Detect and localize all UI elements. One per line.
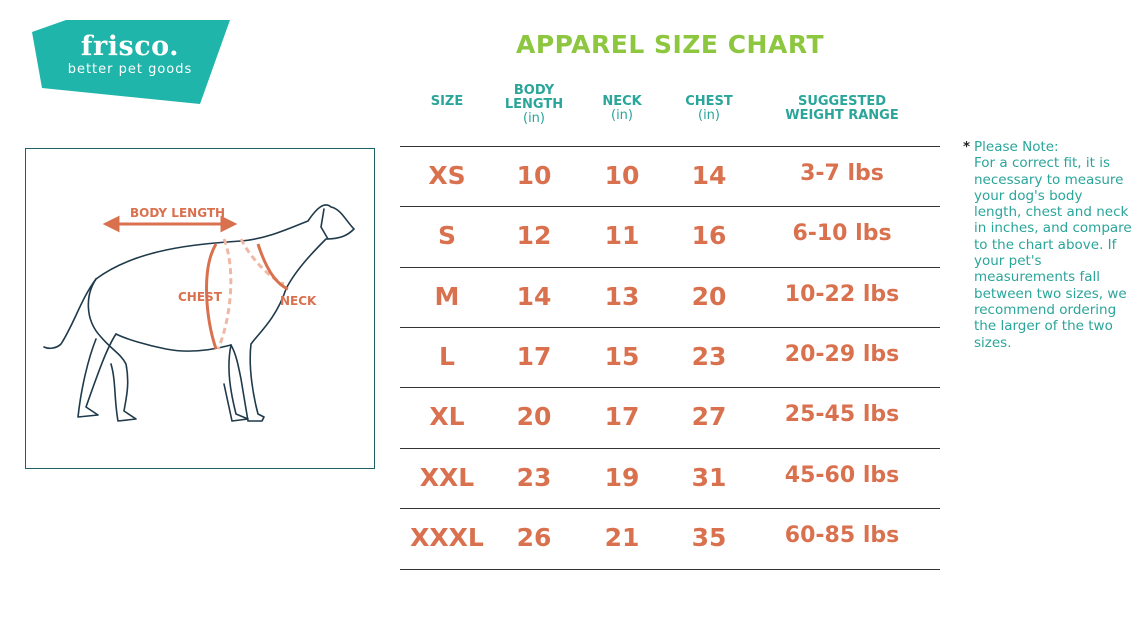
note-heading: Please Note: (974, 139, 1059, 155)
cell-neck: 10 (604, 161, 640, 190)
cell-neck: 17 (604, 402, 640, 432)
cell-weight-range: 20-29 lbs (784, 341, 900, 367)
brand-tagline: better pet goods (67, 62, 193, 77)
cell-body-length: 26 (516, 522, 552, 552)
cell-weight-range: 60-85 lbs (784, 522, 900, 548)
cell-neck: 21 (604, 522, 640, 552)
cell-size: S (437, 221, 456, 251)
cell-chest: 27 (691, 402, 727, 432)
cell-body-length: 12 (516, 221, 552, 251)
table-row: XXL 23 19 31 45-60 lbs (400, 447, 940, 509)
cell-chest: 20 (691, 281, 727, 311)
cell-chest: 31 (691, 462, 727, 492)
cell-neck: 11 (604, 221, 640, 251)
brand-logo: frisco. better pet goods (60, 32, 200, 78)
neck-label: NECK (280, 294, 317, 308)
cell-size: XXXL (410, 522, 484, 552)
cell-weight-range: 25-45 lbs (784, 402, 900, 428)
column-header-size: SIZE (407, 95, 487, 109)
cell-body-length: 17 (516, 341, 552, 371)
fit-note: * Please Note: For a correct fit, it is … (963, 139, 1133, 351)
cell-chest: 35 (691, 522, 727, 552)
header-label: SIZE (430, 94, 464, 109)
table-row: XL 20 17 27 25-45 lbs (400, 387, 940, 448)
cell-size: XL (429, 402, 465, 432)
cell-body-length: 10 (516, 161, 552, 190)
cell-neck: 13 (604, 281, 640, 311)
header-label: BODY LENGTH (504, 83, 564, 112)
cell-body-length: 14 (516, 281, 552, 311)
header-unit: (in) (523, 111, 545, 126)
cell-size: XS (428, 161, 466, 190)
column-header-chest: CHEST (in) (669, 95, 749, 123)
note-text: For a correct fit, it is necessary to me… (974, 155, 1132, 351)
table-row: M 14 13 20 10-22 lbs (400, 266, 940, 328)
header-unit: (in) (698, 108, 720, 123)
brand-logo-badge (32, 20, 230, 104)
table-row: XS 10 10 14 3-7 lbs (400, 146, 940, 207)
header-label: SUGGESTED WEIGHT RANGE (785, 94, 899, 123)
body-length-label: BODY LENGTH (130, 206, 225, 220)
cell-size: L (439, 341, 455, 371)
cell-neck: 19 (604, 462, 640, 492)
dog-illustration: BODY LENGTH CHEST NECK (43, 204, 355, 422)
cell-chest: 14 (691, 161, 727, 190)
cell-weight-range: 10-22 lbs (784, 281, 900, 307)
table-row: L 17 15 23 20-29 lbs (400, 326, 940, 388)
header-label: NECK (602, 94, 642, 109)
cell-weight-range: 3-7 lbs (800, 161, 884, 186)
column-header-neck: NECK (in) (582, 95, 662, 123)
chest-label: CHEST (178, 290, 223, 304)
dog-measurement-diagram: BODY LENGTH CHEST NECK (25, 148, 375, 469)
cell-weight-range: 6-10 lbs (792, 221, 892, 247)
cell-chest: 16 (691, 221, 727, 251)
page-title: APPAREL SIZE CHART (515, 30, 825, 59)
table-row: XXXL 26 21 35 60-85 lbs (400, 507, 940, 570)
column-header-weight-range: SUGGESTED WEIGHT RANGE (762, 95, 922, 123)
column-header-body-length: BODY LENGTH (in) (494, 84, 574, 126)
cell-body-length: 20 (516, 402, 552, 432)
cell-chest: 23 (691, 341, 727, 371)
cell-size: XXL (419, 462, 475, 492)
header-label: CHEST (685, 94, 733, 109)
cell-size: M (434, 281, 460, 311)
cell-body-length: 23 (516, 462, 552, 492)
header-unit: (in) (611, 108, 633, 123)
table-row: S 12 11 16 6-10 lbs (400, 206, 940, 267)
brand-name: frisco. (80, 31, 180, 62)
note-asterisk: * (963, 139, 971, 155)
cell-neck: 15 (604, 341, 640, 371)
cell-weight-range: 45-60 lbs (784, 462, 900, 488)
